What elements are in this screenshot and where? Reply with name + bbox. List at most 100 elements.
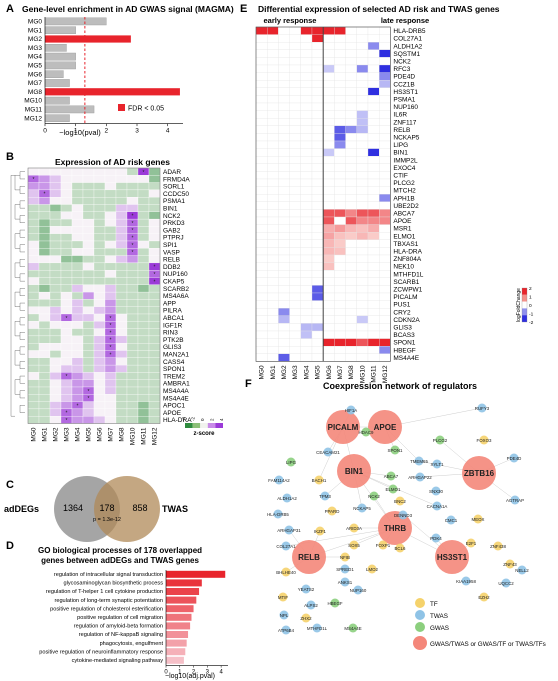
b-cell xyxy=(148,240,161,249)
b-cell xyxy=(137,335,150,344)
e-cell xyxy=(255,254,268,263)
panel-e-early-label: early response xyxy=(264,16,317,25)
d-bar xyxy=(166,605,194,613)
e-cell xyxy=(379,239,391,248)
b-cell xyxy=(115,343,128,351)
e-cell xyxy=(334,34,346,43)
e-row-label: MSR1 xyxy=(393,226,411,233)
b-cell-marker: * xyxy=(66,316,68,322)
e-cell xyxy=(300,224,313,233)
e-cell xyxy=(267,338,279,347)
b-dendro-branch xyxy=(19,332,25,340)
b-cell xyxy=(49,394,62,402)
e-cell xyxy=(379,110,391,119)
e-cell xyxy=(367,232,380,240)
e-cell xyxy=(323,262,335,271)
e-cell xyxy=(267,171,279,180)
e-row-label: ELMO1 xyxy=(393,233,415,240)
e-cell xyxy=(356,209,369,218)
f-node-label: CACNA1A xyxy=(427,504,448,509)
b-cell xyxy=(27,401,40,410)
e-cell xyxy=(345,80,357,88)
b-cell xyxy=(148,255,161,264)
e-cell xyxy=(379,34,391,43)
e-cell xyxy=(300,239,313,248)
f-node xyxy=(414,456,424,466)
f-node-label: PDK4 xyxy=(430,536,442,541)
e-cell xyxy=(255,49,268,58)
b-cell xyxy=(137,357,150,366)
f-node xyxy=(301,613,311,623)
e-cell xyxy=(289,262,301,271)
b-cell xyxy=(38,328,51,337)
e-cell xyxy=(367,262,380,271)
e-cell xyxy=(367,49,380,58)
b-cell xyxy=(38,313,51,322)
e-cell xyxy=(255,171,268,180)
e-cell xyxy=(311,156,324,164)
e-cell xyxy=(323,353,335,362)
e-row-label: PLCG2 xyxy=(393,180,415,187)
b-cell xyxy=(49,416,62,424)
e-cell xyxy=(367,315,380,324)
b-cell xyxy=(49,284,62,293)
e-cell xyxy=(300,171,313,180)
e-row-label: CDKN2A xyxy=(393,317,420,324)
f-node-label: KIAA1958 xyxy=(456,579,476,584)
e-cell xyxy=(334,346,346,354)
b-cell xyxy=(115,386,128,395)
e-cell xyxy=(255,72,268,81)
b-cell-marker: * xyxy=(132,228,134,234)
e-cell xyxy=(311,330,324,339)
e-cell xyxy=(367,186,380,195)
b-row-label: SCARB2 xyxy=(163,286,189,293)
b-cell-marker: * xyxy=(154,272,156,278)
e-cell xyxy=(323,110,335,119)
e-cell xyxy=(345,87,357,96)
b-cell xyxy=(82,270,95,278)
b-colorbar-segment xyxy=(185,423,193,428)
f-node xyxy=(432,501,442,511)
b-cell xyxy=(137,291,150,300)
f-node xyxy=(281,567,291,577)
e-cell xyxy=(345,201,357,210)
e-cell xyxy=(334,247,346,256)
e-cell xyxy=(278,277,290,286)
b-cell-marker: * xyxy=(110,330,112,336)
f-node xyxy=(274,475,284,485)
f-node-label: HDAC9 xyxy=(359,430,374,435)
e-cell xyxy=(367,292,380,301)
e-row-label: MS4A4E xyxy=(393,355,419,362)
e-cell xyxy=(300,102,313,111)
b-cell xyxy=(137,240,150,249)
e-cell xyxy=(267,178,279,187)
e-cell xyxy=(367,171,380,180)
f-node-label: THRB xyxy=(384,524,406,533)
f-node-label: ZHX2 xyxy=(300,616,312,621)
b-cell xyxy=(60,343,73,351)
b-cell xyxy=(104,372,117,380)
b-cell xyxy=(104,211,117,220)
b-cell xyxy=(82,175,95,183)
e-cell xyxy=(345,102,357,111)
e-cell xyxy=(311,125,324,134)
b-cell xyxy=(93,248,106,256)
e-cell xyxy=(255,80,268,88)
b-cell xyxy=(82,204,95,212)
b-cell xyxy=(137,270,150,278)
e-cell xyxy=(356,163,369,172)
e-cell xyxy=(300,125,313,134)
e-row-label: IL6R xyxy=(393,112,407,119)
e-cell xyxy=(311,232,324,240)
b-cell xyxy=(71,306,84,315)
e-cell xyxy=(278,201,290,210)
e-cell xyxy=(267,163,279,172)
e-cell xyxy=(334,330,346,339)
e-cell xyxy=(255,330,268,339)
e-cell xyxy=(334,57,346,66)
b-cell xyxy=(49,335,62,344)
b-cell xyxy=(38,386,51,395)
b-cell xyxy=(93,386,106,395)
e-row-label: HS3ST1 xyxy=(393,89,418,96)
f-node xyxy=(349,540,359,550)
